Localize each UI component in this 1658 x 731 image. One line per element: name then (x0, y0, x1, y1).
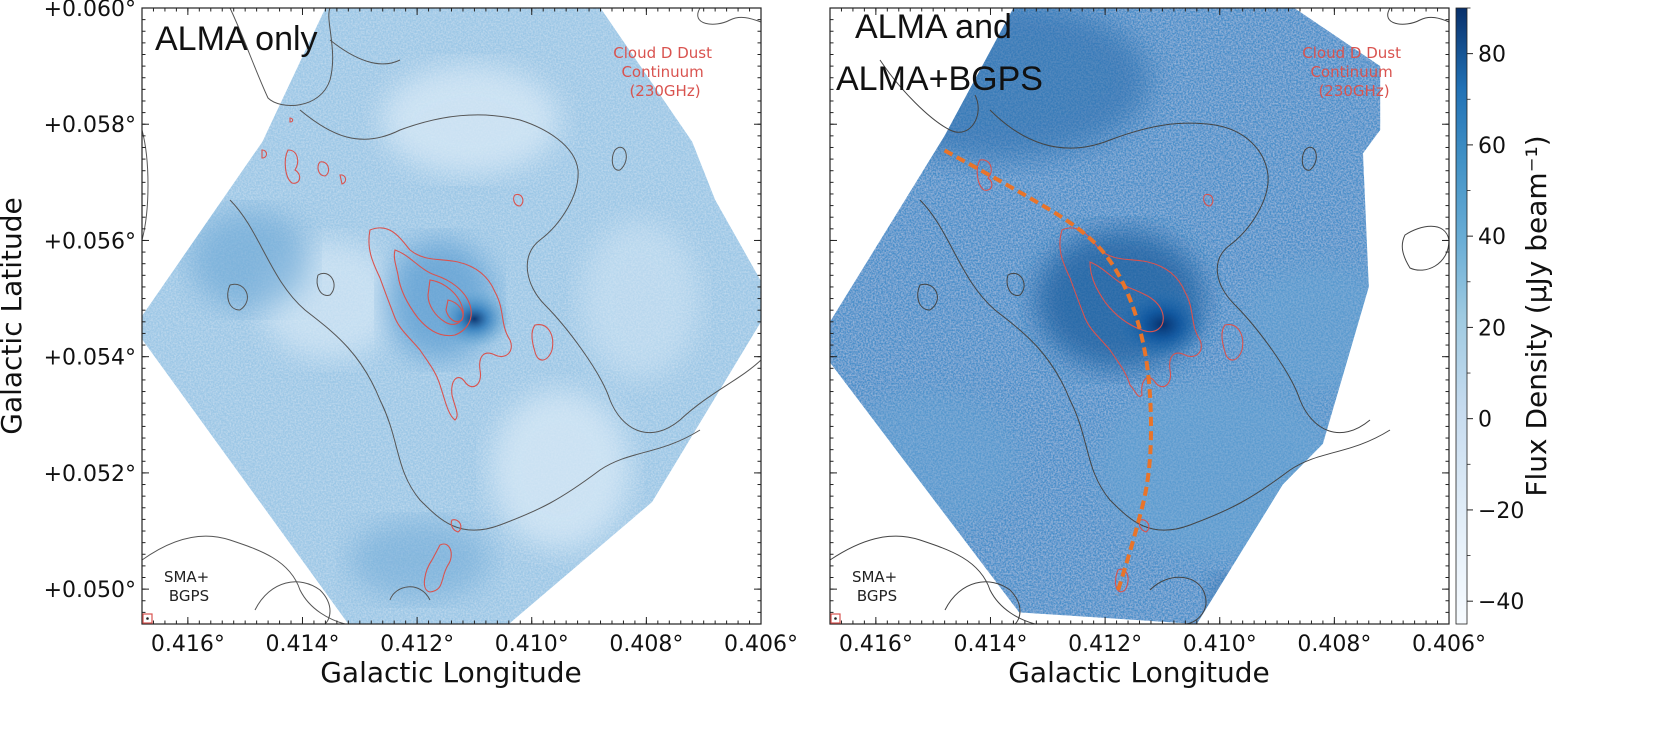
x-tick-label: 0.412° (1068, 632, 1142, 657)
panel-right-title-line-1: ALMA and (855, 8, 1012, 46)
beam-dot-left (146, 617, 149, 620)
y-tick-label: +0.060° (44, 0, 136, 22)
x-tick-label: 0.406° (724, 632, 798, 657)
colorbar-tick-label: −20 (1478, 499, 1524, 524)
panel-right-title: ALMA and ALMA+BGPS (836, 8, 1043, 98)
x-tick-label: 0.416° (151, 632, 225, 657)
x-tick-label: 0.416° (839, 632, 913, 657)
y-axis-label: Galactic Latitude (0, 197, 28, 434)
panel-left-tick-marks (141, 7, 762, 625)
y-tick-label: +0.058° (44, 113, 136, 138)
x-tick-label: 0.414° (953, 632, 1027, 657)
panel-left-title: ALMA only (155, 20, 318, 58)
x-tick-label: 0.408° (609, 632, 683, 657)
colorbar-ticks: −40 −20 0 20 40 60 80 (1467, 7, 1524, 615)
colorbar: −40 −20 0 20 40 60 80 Flux Density (μJy beam⁻¹… (1455, 7, 1553, 625)
panel-right: ALMA and ALMA+BGPS Cloud D Dust Continuu… (829, 7, 1486, 689)
dust-contours-left (261, 117, 554, 593)
y-tick-label: +0.054° (44, 346, 136, 371)
panel-right-annotation: Cloud D Dust Continuum (230GHz) (1302, 44, 1405, 100)
x-tick-labels-right: 0.416° 0.414° 0.412° 0.410° 0.408° 0.406° (839, 632, 1486, 657)
dust-core-left (436, 288, 513, 349)
annotation-line-1: Cloud D Dust (613, 44, 712, 62)
x-axis-label-right: Galactic Longitude (1008, 656, 1270, 689)
x-tick-label: 0.406° (1412, 632, 1486, 657)
dust-contours-right (976, 159, 1244, 593)
x-tick-label: 0.408° (1297, 632, 1371, 657)
panel-right-corner-label: SMA+ BGPS (852, 568, 902, 605)
beam-marker-right (830, 613, 841, 624)
bgps-contours-right (829, 7, 1450, 625)
bgps-contours-left (141, 7, 762, 625)
annotation-line-3: (230GHz) (1318, 82, 1389, 100)
annotation-line-2: Continuum (621, 63, 703, 81)
x-tick-labels-left: 0.416° 0.414° 0.412° 0.410° 0.408° 0.406° (151, 632, 798, 657)
x-axis-label-left: Galactic Longitude (320, 656, 582, 689)
colorbar-tick-label: 20 (1478, 316, 1506, 341)
colorbar-tick-label: 40 (1478, 225, 1506, 250)
x-tick-label: 0.410° (495, 632, 569, 657)
corner-label-line-2: BGPS (857, 587, 897, 605)
colorbar-tick-label: −40 (1478, 590, 1524, 615)
y-tick-label: +0.050° (44, 578, 136, 603)
annotation-line-2: Continuum (1310, 63, 1392, 81)
corner-label-line-1: SMA+ (164, 568, 209, 586)
panel-left: ALMA only Cloud D Dust Continuum (230GHz… (0, 0, 798, 689)
colorbar-tick-label: 60 (1478, 134, 1506, 159)
panel-right-tick-marks (829, 7, 1450, 625)
filament-spine (943, 148, 1154, 596)
annotation-line-1: Cloud D Dust (1302, 44, 1401, 62)
x-tick-label: 0.410° (1183, 632, 1257, 657)
y-tick-labels-left: +0.050° +0.052° +0.054° +0.056° +0.058° +0.06… (44, 0, 136, 603)
colorbar-tick-label: 0 (1478, 408, 1492, 433)
colorbar-tick-label: 80 (1478, 43, 1506, 68)
beam-dot-right (834, 617, 837, 620)
y-tick-label: +0.052° (44, 462, 136, 487)
y-tick-label: +0.056° (44, 229, 136, 254)
x-tick-label: 0.412° (380, 632, 454, 657)
panel-left-corner-label: SMA+ BGPS (164, 568, 214, 605)
annotation-line-3: (230GHz) (629, 82, 700, 100)
x-tick-label: 0.414° (265, 632, 339, 657)
panel-left-annotation: Cloud D Dust Continuum (230GHz) (613, 44, 716, 100)
colorbar-label: Flux Density (μJy beam⁻¹) (1520, 135, 1553, 496)
panel-right-title-line-2: ALMA+BGPS (836, 60, 1043, 98)
colorbar-gradient (1455, 7, 1468, 625)
beam-marker-left (142, 613, 153, 624)
corner-label-line-2: BGPS (169, 587, 209, 605)
corner-label-line-1: SMA+ (852, 568, 897, 586)
